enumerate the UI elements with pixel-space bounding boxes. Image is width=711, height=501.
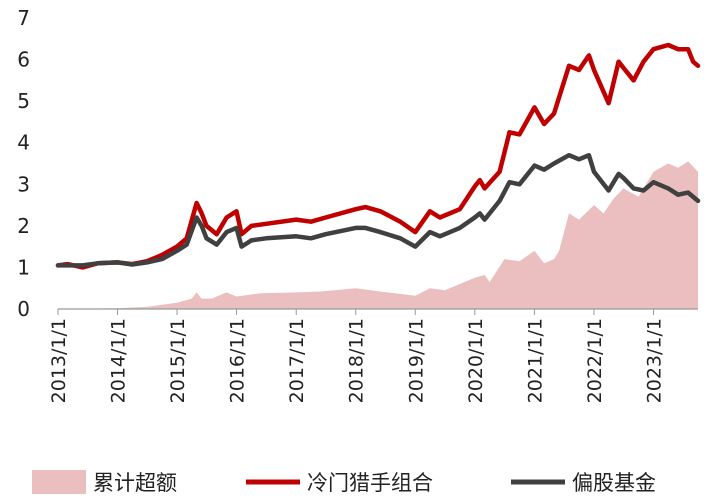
y-tick-label-4: 4: [17, 131, 30, 155]
x-tick-label-1: 2014/1/1: [108, 318, 130, 403]
y-tick-label-7: 7: [17, 6, 30, 30]
area-layer: [58, 161, 698, 309]
y-tick-label-2: 2: [17, 214, 30, 238]
x-tick-label-7: 2020/1/1: [465, 318, 487, 403]
y-tick-label-6: 6: [17, 48, 30, 72]
x-tick-label-6: 2019/1/1: [405, 318, 427, 403]
x-tick-label-4: 2017/1/1: [286, 318, 308, 403]
x-tick-labels: 2013/1/1 2014/1/1 2015/1/1 2016/1/1 2017/1/1…: [48, 318, 665, 403]
legend-label-0: 累计超额: [93, 471, 177, 495]
x-tick-label-3: 2016/1/1: [227, 318, 249, 403]
axis-layer: [57, 308, 698, 315]
legend-swatch-0: [32, 470, 86, 494]
series-line-2: [55, 152, 701, 268]
series-area-0: [58, 161, 698, 309]
legend: 累计超额 冷门猎手组合 偏股基金: [32, 470, 656, 495]
series-line-1: [55, 42, 701, 270]
y-tick-label-5: 5: [17, 89, 30, 113]
y-tick-label-1: 1: [17, 255, 30, 279]
x-tick-label-2: 2015/1/1: [167, 318, 189, 403]
line-layer: [55, 42, 701, 270]
x-tick-label-8: 2021/1/1: [524, 318, 546, 403]
y-tick-label-0: 0: [17, 297, 30, 321]
x-tick-label-0: 2013/1/1: [48, 318, 70, 403]
x-tick-label-9: 2022/1/1: [584, 318, 606, 403]
y-tick-label-3: 3: [17, 172, 30, 196]
x-tick-label-10: 2023/1/1: [643, 318, 665, 403]
y-tick-labels: 0 1 2 3 4 5 6 7: [17, 6, 30, 321]
legend-label-2: 偏股基金: [572, 471, 656, 495]
legend-label-1: 冷门猎手组合: [307, 471, 433, 495]
x-tick-label-5: 2018/1/1: [346, 318, 368, 403]
